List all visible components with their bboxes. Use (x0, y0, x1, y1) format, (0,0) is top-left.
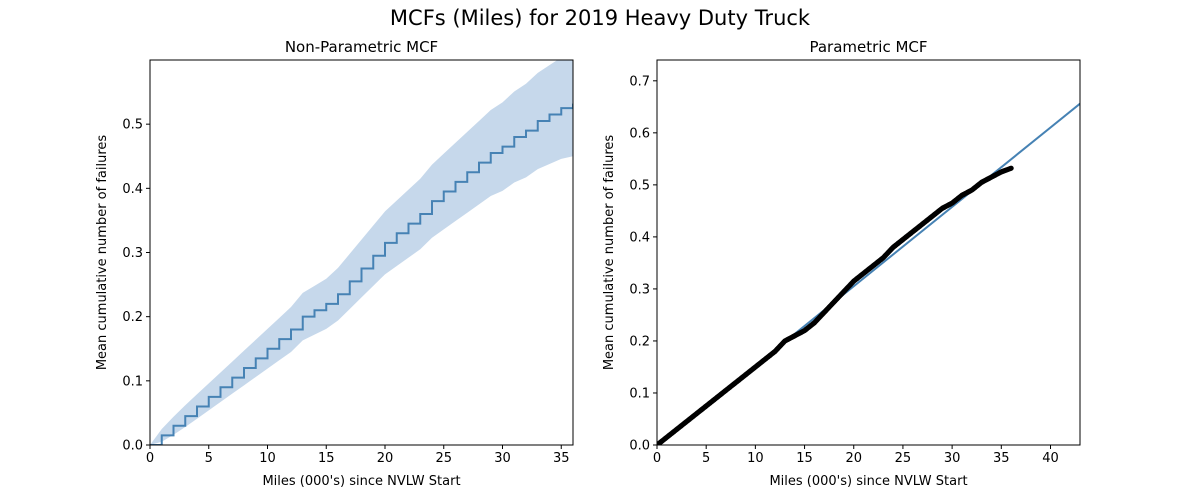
axes-frame (656, 59, 1081, 446)
x-tick-label: 30 (494, 451, 511, 466)
chart-title: Parametric MCF (809, 38, 927, 56)
x-tick-label: 10 (259, 451, 276, 466)
y-tick-label: 0.5 (629, 178, 650, 193)
y-tick-label: 0.6 (629, 126, 650, 141)
chart-title: Non-Parametric MCF (285, 38, 438, 56)
y-tick-label: 0.3 (629, 282, 650, 297)
y-axis-label: Mean cumulative number of failures (602, 135, 617, 371)
x-tick-label: 15 (796, 451, 813, 466)
x-tick-label: 0 (146, 451, 154, 466)
y-axis: 0.0 0.1 0.2 0.3 0.4 0.5 (122, 118, 150, 454)
x-tick-label: 5 (205, 451, 213, 466)
x-tick-label: 5 (702, 451, 710, 466)
x-tick-label: 30 (944, 451, 961, 466)
y-axis-label: Mean cumulative number of failures (95, 135, 110, 371)
x-tick-label: 25 (435, 451, 452, 466)
plot-area (657, 102, 1080, 445)
chart-parametric: 0 5 10 15 20 25 30 35 40 0.0 0.1 0.2 0.3 0.4 0.5 0.6 0.7… (602, 38, 1081, 489)
y-tick-label: 0.4 (629, 230, 650, 245)
x-tick-label: 25 (895, 451, 912, 466)
y-tick-label: 0.1 (122, 374, 143, 389)
observed-points (657, 165, 1014, 445)
figure-title: MCFs (Miles) for 2019 Heavy Duty Truck (389, 6, 811, 30)
x-tick-label: 20 (845, 451, 862, 466)
x-axis-label: Miles (000's) since NVLW Start (262, 474, 460, 489)
x-tick-label: 10 (747, 451, 764, 466)
y-tick-label: 0.1 (629, 386, 650, 401)
x-tick-label: 0 (653, 451, 661, 466)
x-tick-label: 15 (318, 451, 335, 466)
x-tick-label: 40 (1042, 451, 1059, 466)
x-tick-label: 35 (993, 451, 1010, 466)
y-tick-label: 0.0 (122, 439, 143, 454)
y-tick-label: 0.5 (122, 118, 143, 133)
x-axis: 0 5 10 15 20 25 30 35 (146, 445, 570, 466)
y-tick-label: 0.2 (122, 310, 143, 325)
y-tick-label: 0.3 (122, 246, 143, 261)
y-tick-label: 0.7 (629, 74, 650, 89)
x-axis-label: Miles (000's) since NVLW Start (769, 474, 967, 489)
y-tick-label: 0.2 (629, 334, 650, 349)
y-axis: 0.0 0.1 0.2 0.3 0.4 0.5 0.6 0.7 (629, 74, 657, 454)
x-tick-label: 20 (377, 451, 394, 466)
x-axis: 0 5 10 15 20 25 30 35 40 (653, 445, 1059, 466)
y-tick-label: 0.4 (122, 182, 143, 197)
confidence-band (150, 60, 573, 445)
x-tick-label: 35 (553, 451, 570, 466)
data-point (1008, 165, 1014, 171)
chart-non-parametric: 0 5 10 15 20 25 30 35 0.0 0.1 0.2 0.3 0.4 0.5 Non-Para… (95, 38, 574, 489)
y-tick-label: 0.0 (629, 439, 650, 454)
mcf-line (150, 103, 573, 445)
plot-area (150, 60, 573, 445)
